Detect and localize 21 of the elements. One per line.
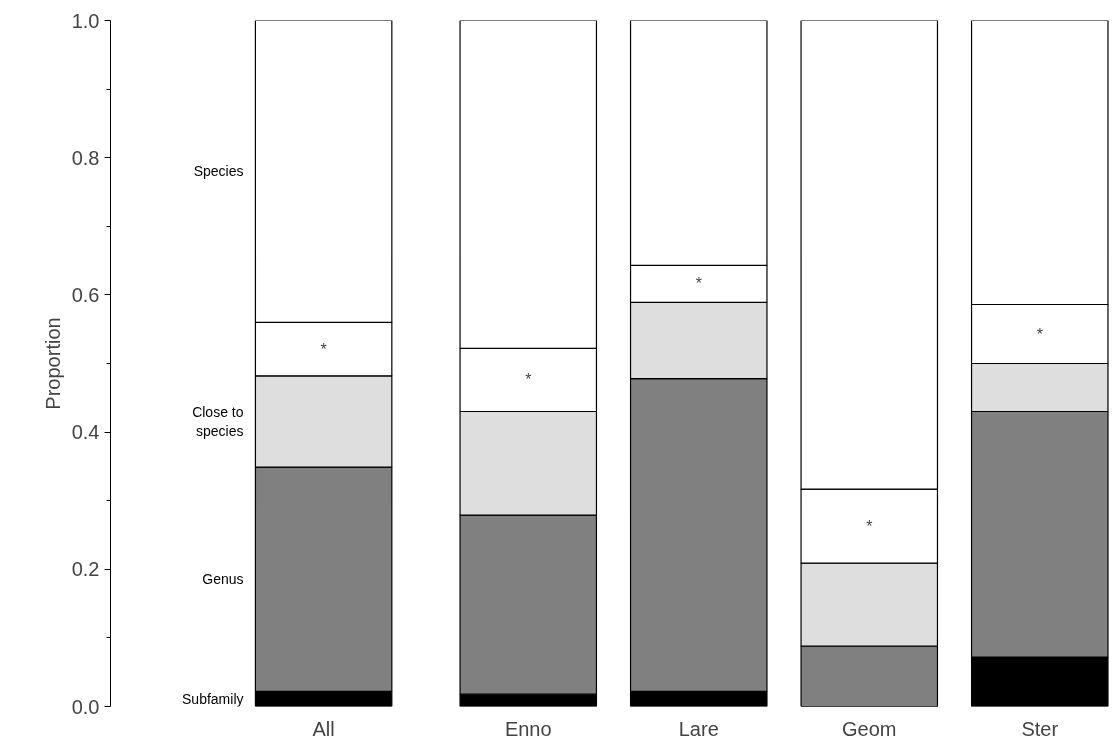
y-tick-label: 0.0 [71,695,100,718]
x-tick-label: Geom [842,717,897,740]
y-tick-label: 0.2 [71,558,100,581]
x-tick-label: Enno [504,717,552,740]
annotation: * [866,517,873,535]
x-tick-label: All [312,717,335,740]
series-label: Genus [202,571,244,588]
annotation: * [695,275,702,293]
annotation: * [1036,325,1043,343]
x-tick-label: Ster [1021,717,1059,740]
y-tick-label: 1.0 [71,9,100,32]
annotation: * [320,340,327,358]
series-label: Species [193,163,244,180]
annotation: * [525,371,532,389]
y-tick-label: 0.6 [71,283,100,306]
series-label: Close to species [192,403,244,440]
y-tick-label: 0.4 [71,421,100,444]
x-tick-label: Lare [678,717,719,740]
y-axis-title: Proportion [41,317,64,410]
y-tick-label: 0.8 [71,146,100,169]
series-label: Subfamily [182,690,244,707]
